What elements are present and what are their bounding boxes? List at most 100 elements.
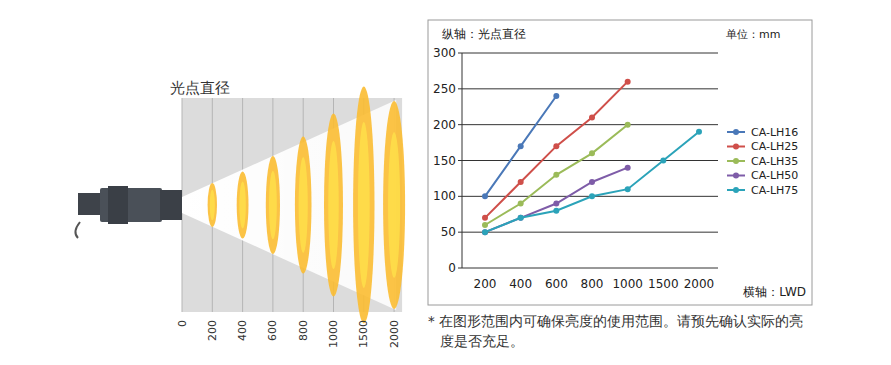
x-tick-label: 800: [581, 277, 604, 291]
grid-line: [462, 88, 718, 89]
tick-mark: [458, 232, 462, 233]
light-spot: [266, 156, 280, 254]
series-point: [553, 172, 559, 178]
series-group: [482, 79, 702, 236]
series-line: [485, 125, 628, 225]
grid-line: [462, 232, 718, 233]
distance-label: 600: [266, 320, 279, 341]
x-tick-label: 600: [545, 277, 568, 291]
x-tick-label: 2000: [684, 277, 715, 291]
distance-label: 1500: [357, 320, 370, 348]
cable: [75, 222, 80, 238]
chart-frame: [428, 20, 812, 305]
distance-label: 400: [236, 320, 249, 341]
legend-marker: [733, 158, 739, 164]
x-tick-label: 400: [509, 277, 532, 291]
series-point: [518, 201, 524, 207]
series-point: [625, 165, 631, 171]
tick-mark: [458, 268, 462, 269]
series-point: [625, 122, 631, 128]
y-tick-label: 200: [433, 118, 456, 132]
light-spot: [383, 101, 405, 309]
legend-marker: [733, 144, 739, 150]
series-point: [482, 193, 488, 199]
grid-line: [462, 268, 718, 269]
legend-label: CA-LH35: [751, 155, 798, 168]
grid-line: [462, 53, 718, 54]
series-line: [485, 96, 556, 196]
light-cone: [182, 100, 396, 310]
distance-label: 1000: [327, 320, 340, 348]
series-point: [518, 215, 524, 221]
legend-label: CA-LH50: [751, 169, 798, 182]
distance-label: 800: [297, 320, 310, 341]
light-spot-core: [328, 141, 338, 269]
light-spot-core: [358, 122, 370, 288]
series-line: [485, 132, 699, 232]
light-spot-core: [210, 190, 215, 221]
series-point: [589, 193, 595, 199]
light-spot: [237, 171, 249, 238]
legend-marker: [733, 187, 739, 193]
series-point: [482, 215, 488, 221]
light-spot: [353, 87, 374, 324]
illustration-title: 光点直径: [170, 79, 230, 97]
series-point: [482, 229, 488, 235]
tick-mark: [458, 196, 462, 197]
legend: CA-LH16CA-LH25CA-LH35CA-LH50CA-LH75: [727, 126, 798, 197]
series-point: [482, 229, 488, 235]
note-line: 度是否充足。: [440, 333, 524, 349]
light-spot-core: [239, 181, 245, 228]
y-tick-label: 100: [433, 189, 456, 203]
series-point: [482, 222, 488, 228]
series-point: [589, 179, 595, 185]
series-point: [660, 158, 666, 164]
grid-line: [462, 124, 718, 125]
series-point: [518, 143, 524, 149]
legend-label: CA-LH75: [751, 184, 798, 197]
series-point: [589, 150, 595, 156]
legend-marker: [733, 173, 739, 179]
sensor-ring: [108, 186, 128, 224]
series-point: [518, 179, 524, 185]
series-point: [553, 143, 559, 149]
distance-label: 2000: [388, 320, 401, 348]
y-tick-label: 300: [433, 46, 456, 60]
light-spot-core: [388, 132, 400, 278]
series-point: [696, 129, 702, 135]
light-spot: [295, 137, 312, 274]
series-point: [518, 215, 524, 221]
tick-mark: [458, 124, 462, 125]
chart: 0501001502002503002004006008001000150020…: [428, 20, 812, 305]
series-line: [485, 82, 628, 218]
light-spot-core: [299, 157, 308, 253]
y-tick-label: 0: [448, 261, 456, 275]
x-tick-label: 200: [474, 277, 497, 291]
unit-label: 单位：mm: [726, 28, 780, 41]
sensor-lens: [160, 190, 182, 220]
light-spot-core: [269, 171, 277, 240]
series-point: [625, 79, 631, 85]
series-point: [553, 201, 559, 207]
distance-label: 0: [176, 320, 189, 327]
y-tick-label: 150: [433, 154, 456, 168]
series-point: [553, 208, 559, 214]
x-axis-title: 横轴：LWD: [743, 285, 806, 299]
note-line: * 在图形范围内可确保亮度的使用范围。请预先确认实际的亮: [428, 313, 803, 329]
y-axis: [462, 53, 463, 268]
y-tick-label: 250: [433, 82, 456, 96]
light-spot: [208, 183, 217, 227]
series-point: [589, 115, 595, 121]
grid-line: [462, 160, 718, 161]
x-tick-label: 1000: [612, 277, 643, 291]
tick-mark: [458, 53, 462, 54]
series-point: [553, 93, 559, 99]
x-tick-label: 1500: [648, 277, 679, 291]
legend-label: CA-LH25: [751, 140, 798, 153]
tick-mark: [458, 160, 462, 161]
light-spot: [324, 114, 343, 297]
legend-marker: [733, 129, 739, 135]
y-axis-title: 纵轴：光点直径: [442, 27, 526, 41]
illustration: 光点直径 0 200 400 600 800 1000 1500 2000: [75, 79, 405, 348]
distance-label: 200: [206, 320, 219, 341]
